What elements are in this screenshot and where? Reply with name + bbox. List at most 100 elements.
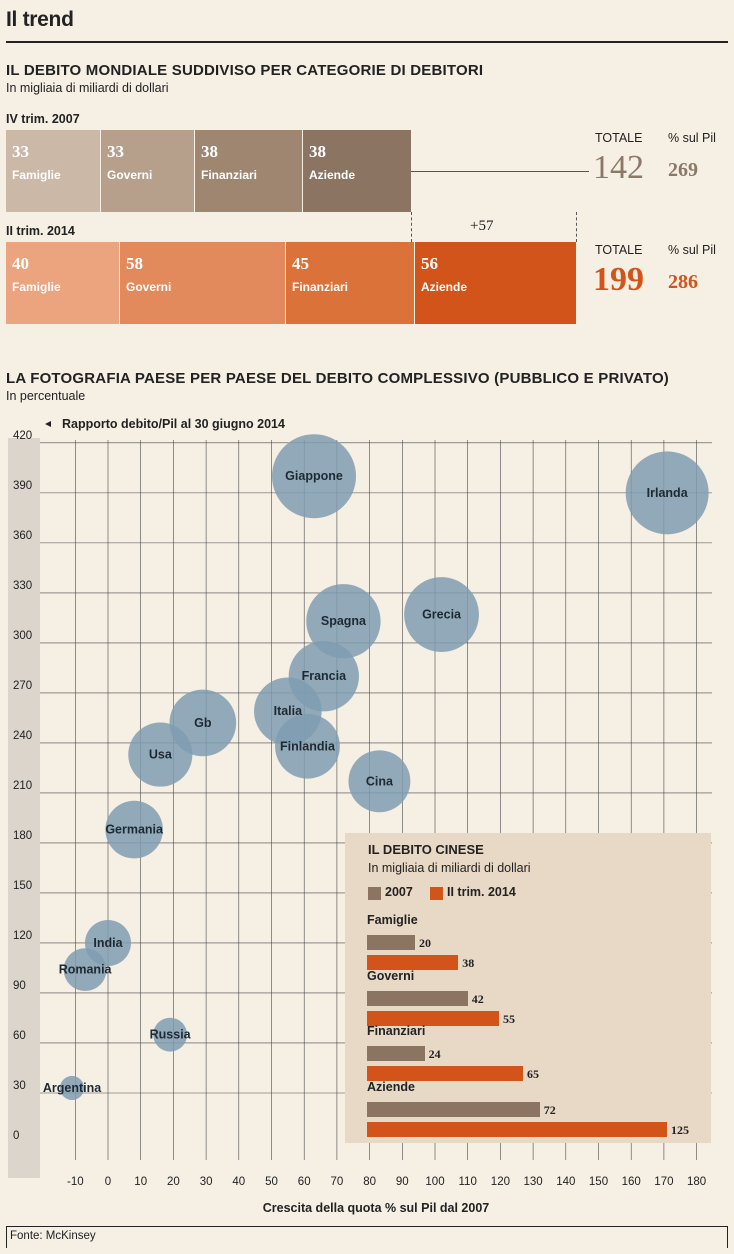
y-tick-label: 270: [13, 680, 32, 692]
y-tick-label: 150: [13, 880, 32, 892]
segment-label: Finanziari: [201, 168, 258, 182]
inset-subtitle: In migliaia di miliardi di dollari: [368, 861, 531, 875]
bubble-label-irlanda: Irlanda: [647, 486, 689, 500]
segment-label: Finanziari: [292, 280, 349, 294]
y-tick-label: 420: [13, 430, 32, 442]
x-tick-label: 160: [622, 1176, 641, 1188]
bubble-russia: [153, 1017, 188, 1052]
header-rule: [6, 41, 728, 43]
x-tick-label: 20: [167, 1176, 180, 1188]
total-label-2007: TOTALE: [595, 131, 643, 145]
segment-value: 56: [421, 254, 438, 273]
inset-bar-value: 38: [462, 956, 475, 970]
segment-label: Aziende: [309, 168, 356, 182]
inset-bar: [367, 935, 415, 950]
pil-value-2014: 286: [668, 271, 698, 293]
segment-2007-famiglie: 33 Famiglie: [6, 130, 100, 212]
segment-value: 58: [126, 254, 143, 273]
x-tick-label: -10: [67, 1176, 84, 1188]
x-tick-label: 140: [556, 1176, 575, 1188]
legend-label-2007: 2007: [385, 885, 413, 899]
period-label-2014: II trim. 2014: [6, 224, 75, 238]
bubble-spagna: [306, 584, 381, 659]
bubble-cina: [348, 750, 411, 813]
section2-title: LA FOTOGRAFIA PAESE PER PAESE DEL DEBITO…: [6, 370, 670, 387]
total-label-2014: TOTALE: [595, 243, 643, 257]
inset-bar-value: 55: [503, 1012, 515, 1026]
x-tick-label: 90: [396, 1176, 409, 1188]
pil-label-2014: % sul Pil: [668, 243, 716, 257]
segment-value: 33: [12, 142, 29, 161]
bubble-labels: Giappone Irlanda Grecia Spagna Francia Italia…: [43, 469, 689, 1095]
bubble-irlanda: [625, 451, 709, 535]
y-tick-label: 300: [13, 630, 32, 642]
segment-2007-finanziari: 38 Finanziari: [195, 130, 302, 212]
section1-subtitle: In migliaia di miliardi di dollari: [6, 81, 169, 95]
x-tick-label: 50: [265, 1176, 278, 1188]
connector-line-2007: [411, 171, 589, 172]
inset-bar-value: 72: [543, 1103, 556, 1117]
segment-label: Aziende: [421, 280, 468, 294]
bubble-label-grecia: Grecia: [422, 608, 462, 622]
segment-label: Governi: [107, 168, 153, 182]
y-tick-label: 330: [13, 580, 32, 592]
bubble-chart: -10 0 10 20 30 40 50 60 70 80 90 100 110 120 130 140 150…: [8, 417, 712, 1215]
segment-value: 45: [292, 254, 309, 273]
y-tick-label: 360: [13, 530, 32, 542]
x-tick-label: 180: [687, 1176, 706, 1188]
inset-bar: [367, 991, 468, 1006]
bubble-finlandia: [275, 713, 340, 779]
bubble-label-finlandia: Finlandia: [280, 739, 336, 753]
segment-value: 38: [309, 142, 326, 161]
bubble-usa: [128, 722, 193, 787]
legend-swatch-2014: [430, 887, 443, 900]
y-tick-label: 30: [13, 1080, 26, 1092]
y-tick-label: 180: [13, 830, 32, 842]
period-label-2007: IV trim. 2007: [6, 112, 80, 126]
segment-2014-governi: 58 Governi: [120, 242, 285, 324]
x-tick-label: 130: [524, 1176, 543, 1188]
bubble-label-spagna: Spagna: [321, 614, 367, 628]
y-tick-label: 390: [13, 480, 32, 492]
segment-label: Famiglie: [12, 280, 61, 294]
x-tick-label: 70: [331, 1176, 344, 1188]
y-note-arrow-icon: [45, 421, 51, 427]
bubble-label-russia: Russia: [150, 1028, 192, 1042]
x-tick-label: 80: [363, 1176, 376, 1188]
y-tick-label: 60: [13, 1030, 26, 1042]
y-tick-label: 120: [13, 930, 32, 942]
x-tick-label: 40: [232, 1176, 245, 1188]
x-tick-label: 110: [459, 1176, 477, 1188]
segment-2007-aziende: 38 Aziende: [303, 130, 411, 212]
inset-panel: IL DEBITO CINESE In migliaia di miliardi…: [345, 833, 711, 1143]
y-axis-note: Rapporto debito/Pil al 30 giugno 2014: [62, 417, 285, 431]
inset-bar-value: 24: [428, 1047, 441, 1061]
inset-bar-value: 65: [527, 1067, 539, 1081]
x-tick-label: 10: [134, 1176, 147, 1188]
inset-bar: [367, 1046, 425, 1061]
legend-label-2014: II trim. 2014: [447, 885, 516, 899]
bubble-label-francia: Francia: [302, 669, 348, 683]
inset-category-label: Aziende: [367, 1080, 415, 1094]
segment-label: Famiglie: [12, 168, 61, 182]
x-tick-label: 120: [491, 1176, 510, 1188]
segment-value: 33: [107, 142, 124, 161]
y-tick-label: 0: [13, 1130, 19, 1142]
delta-value: +57: [470, 218, 494, 234]
segment-2007-governi: 33 Governi: [101, 130, 194, 212]
pil-value-2007: 269: [668, 159, 698, 181]
x-tick-label: 60: [298, 1176, 311, 1188]
y-tick-label: 240: [13, 730, 32, 742]
inset-bar: [367, 955, 459, 970]
segment-2014-aziende: 56 Aziende: [415, 242, 576, 324]
inset-category-label: Finanziari: [367, 1024, 426, 1038]
total-value-2007: 142: [593, 149, 644, 186]
y-tick-label: 90: [13, 980, 26, 992]
segment-2014-famiglie: 40 Famiglie: [6, 242, 119, 324]
bubble-germania: [105, 800, 163, 859]
bubble-label-india: India: [93, 936, 123, 950]
bubble-label-romania: Romania: [59, 963, 113, 977]
legend-swatch-2007: [368, 887, 381, 900]
bubbles: [59, 434, 709, 1101]
delta-marker-left: [411, 212, 412, 242]
